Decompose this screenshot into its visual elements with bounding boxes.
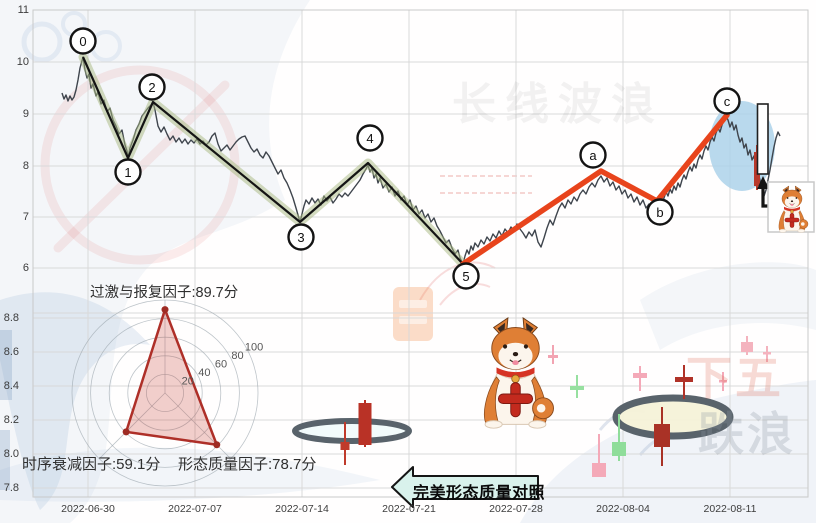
candle-body bbox=[719, 380, 727, 383]
overreaction-factor-label: 过激与报复因子:89.7分 bbox=[90, 285, 239, 301]
wave-label-text: b bbox=[656, 205, 663, 220]
radar-vertex-dot bbox=[213, 441, 221, 449]
candle-body bbox=[675, 377, 693, 382]
x-axis-date-tick: 2022-07-28 bbox=[489, 503, 543, 515]
x-axis-date-tick: 2022-08-04 bbox=[596, 503, 650, 515]
measure-bar bbox=[756, 103, 769, 175]
comparison-banner-label[interactable]: 完美形态质量对照 bbox=[413, 485, 546, 502]
shiba-dog-illustration bbox=[483, 317, 555, 429]
wave-label-text: 2 bbox=[148, 80, 155, 95]
shiba-dog-thumbnail bbox=[767, 181, 815, 233]
wave-label-circle bbox=[114, 158, 142, 186]
y-axis-tick: 10 bbox=[16, 56, 29, 68]
y-axis-tick: 8.2 bbox=[3, 414, 19, 426]
up-arrow-icon bbox=[757, 176, 769, 189]
impulse-wave-line bbox=[81, 56, 464, 265]
candle-body bbox=[633, 373, 647, 378]
highlight-ellipse bbox=[292, 418, 412, 444]
candle-body bbox=[612, 442, 626, 456]
candle-body bbox=[741, 342, 753, 352]
x-axis-date-tick: 2022-07-14 bbox=[275, 503, 329, 515]
y-axis-tick: 8.8 bbox=[3, 312, 19, 324]
y-axis-tick: 8.0 bbox=[3, 448, 19, 460]
corner-watermark-top: 下五 bbox=[686, 352, 784, 404]
wave-label-text: c bbox=[724, 94, 731, 109]
candle-body bbox=[763, 352, 771, 355]
quality-factor-label: 形态质量因子:78.7分 bbox=[178, 456, 317, 473]
wave-label-circle bbox=[69, 27, 97, 55]
radar-ring-label: 60 bbox=[215, 358, 227, 370]
x-axis-date-tick: 2022-07-21 bbox=[382, 503, 436, 515]
wave-label-circle bbox=[713, 87, 741, 115]
x-axis-date-tick: 2022-07-07 bbox=[168, 503, 222, 515]
candle-body bbox=[340, 442, 350, 450]
radar-vertex-dot bbox=[161, 306, 169, 314]
y-axis-tick: 9 bbox=[22, 108, 29, 120]
candle-body bbox=[654, 424, 670, 447]
y-axis-tick: 6 bbox=[22, 262, 29, 274]
wave-overlay-lines bbox=[78, 52, 730, 269]
wave-label-circle bbox=[138, 73, 166, 101]
corner-watermark-bottom: 跌浪 bbox=[698, 408, 796, 460]
x-axis-date-tick: 2022-06-30 bbox=[61, 503, 115, 515]
highlight-ellipse bbox=[612, 394, 734, 440]
decay-factor-label: 时序衰减因子:59.1分 bbox=[22, 456, 161, 473]
price-polyline bbox=[61, 56, 781, 265]
candle-body bbox=[548, 355, 558, 358]
candle-body bbox=[358, 403, 372, 445]
candle-body bbox=[570, 386, 584, 390]
radar-ring-label: 40 bbox=[198, 367, 210, 379]
radar-spoke bbox=[98, 392, 166, 460]
wave-label-text: 0 bbox=[79, 34, 86, 49]
radar-ring-label: 20 bbox=[182, 375, 194, 387]
radar-ring-label: 100 bbox=[245, 342, 263, 354]
brand-watermark: 长线波浪 bbox=[452, 80, 664, 129]
wave-label-text: a bbox=[589, 148, 597, 163]
wave-label-circle bbox=[646, 198, 674, 226]
y-axis-tick: 7 bbox=[22, 211, 29, 223]
abc-wave-line bbox=[460, 112, 730, 267]
pattern-highlight-ellipses bbox=[292, 394, 734, 444]
radar-vertex-dot bbox=[122, 428, 130, 436]
candle-body bbox=[592, 463, 606, 477]
comparison-candlesticks bbox=[340, 336, 771, 477]
orange-seal-watermark bbox=[393, 287, 433, 341]
y-axis-tick: 8.6 bbox=[3, 346, 19, 358]
wave-point-labels: 0 1 2 3 4 5 a b c bbox=[69, 27, 741, 290]
y-axis-tick: 7.8 bbox=[3, 482, 19, 494]
wave-label-text: 3 bbox=[297, 230, 304, 245]
wave-label-circle bbox=[287, 223, 315, 251]
wave-label-text: 1 bbox=[124, 165, 131, 180]
comparison-banner-arrow[interactable] bbox=[391, 466, 539, 508]
radar-ring-label: 80 bbox=[231, 350, 243, 362]
wave-label-circle bbox=[452, 262, 480, 290]
wave-label-circle bbox=[579, 141, 607, 169]
radar-polygon bbox=[124, 308, 219, 447]
wave-label-circle bbox=[356, 124, 384, 152]
y-axis-tick: 8.4 bbox=[3, 380, 19, 392]
wave-label-text: 5 bbox=[462, 269, 469, 284]
y-axis-tick: 11 bbox=[17, 4, 29, 16]
wave-label-text: 4 bbox=[366, 131, 373, 146]
radar-spoke bbox=[164, 392, 232, 460]
x-axis-date-tick: 2022-08-11 bbox=[703, 503, 757, 515]
y-axis-tick: 8 bbox=[22, 160, 29, 172]
